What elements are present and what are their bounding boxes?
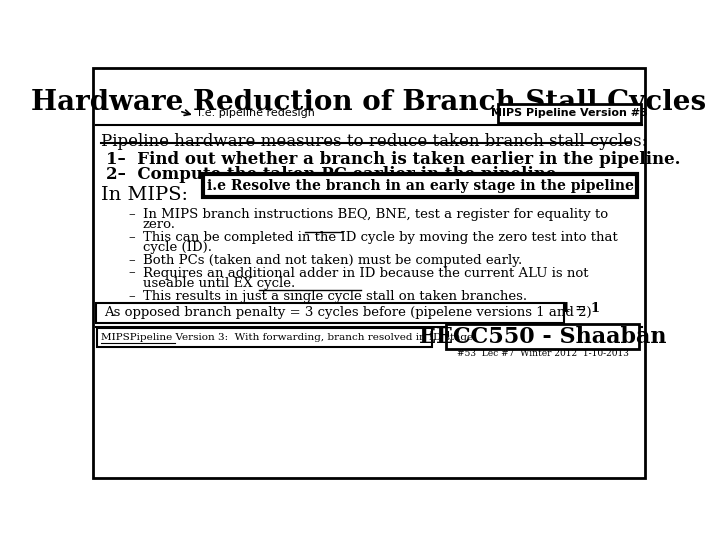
Text: MIPSPipeline Version 3:  With forwarding, branch resolved in ID stage: MIPSPipeline Version 3: With forwarding,…: [101, 333, 473, 342]
Text: –: –: [129, 254, 135, 267]
Text: useable until EX cycle.: useable until EX cycle.: [143, 276, 295, 289]
Text: #53  Lec #7  Winter 2012  1-10-2013: #53 Lec #7 Winter 2012 1-10-2013: [456, 349, 629, 358]
Text: –: –: [129, 208, 135, 221]
Text: MIPS Pipeline Version #3: MIPS Pipeline Version #3: [491, 109, 648, 118]
Text: In MIPS:: In MIPS:: [101, 186, 188, 204]
Text: –: –: [129, 231, 135, 244]
Text: This results in just a single cycle stall on taken branches.: This results in just a single cycle stal…: [143, 289, 527, 302]
Text: 1–  Find out whether a branch is taken earlier in the pipeline.: 1– Find out whether a branch is taken ea…: [106, 151, 680, 168]
Text: •: •: [155, 302, 163, 315]
FancyBboxPatch shape: [498, 104, 641, 123]
Text: Pipeline hardware measures to reduce taken branch stall cycles:: Pipeline hardware measures to reduce tak…: [101, 132, 647, 150]
Text: Both PCs (taken and not taken) must be computed early.: Both PCs (taken and not taken) must be c…: [143, 254, 522, 267]
FancyBboxPatch shape: [96, 303, 564, 323]
Text: cycle (ID).: cycle (ID).: [143, 241, 212, 254]
Text: Requires an additional adder in ID because the current ALU is not: Requires an additional adder in ID becau…: [143, 267, 588, 280]
Text: –: –: [129, 289, 135, 302]
Text: 2–  Compute the taken PC earlier in the pipeline.: 2– Compute the taken PC earlier in the p…: [106, 166, 562, 184]
Text: EECC550 - Shaaban: EECC550 - Shaaban: [419, 326, 666, 348]
FancyBboxPatch shape: [203, 174, 637, 197]
Text: zero.: zero.: [143, 218, 176, 231]
Text: Branch Penalty when taken = stage resolved - 1 = 2 - 1 = 1: Branch Penalty when taken = stage resolv…: [164, 302, 600, 315]
Text: Hardware Reduction of Branch Stall Cycles: Hardware Reduction of Branch Stall Cycle…: [32, 90, 706, 117]
Text: i.e. pipeline redesign: i.e. pipeline redesign: [199, 109, 315, 118]
Text: –: –: [129, 267, 135, 280]
FancyBboxPatch shape: [93, 68, 645, 477]
Text: In MIPS branch instructions BEQ, BNE, test a register for equality to: In MIPS branch instructions BEQ, BNE, te…: [143, 208, 608, 221]
FancyBboxPatch shape: [97, 328, 432, 347]
Text: i.e Resolve the branch in an early stage in the pipeline: i.e Resolve the branch in an early stage…: [207, 179, 634, 193]
Text: This can be completed in the ID cycle by moving the zero test into that: This can be completed in the ID cycle by…: [143, 231, 618, 244]
Text: As opposed branch penalty = 3 cycles before (pipelene versions 1 and 2): As opposed branch penalty = 3 cycles bef…: [104, 306, 592, 319]
FancyBboxPatch shape: [446, 325, 639, 349]
